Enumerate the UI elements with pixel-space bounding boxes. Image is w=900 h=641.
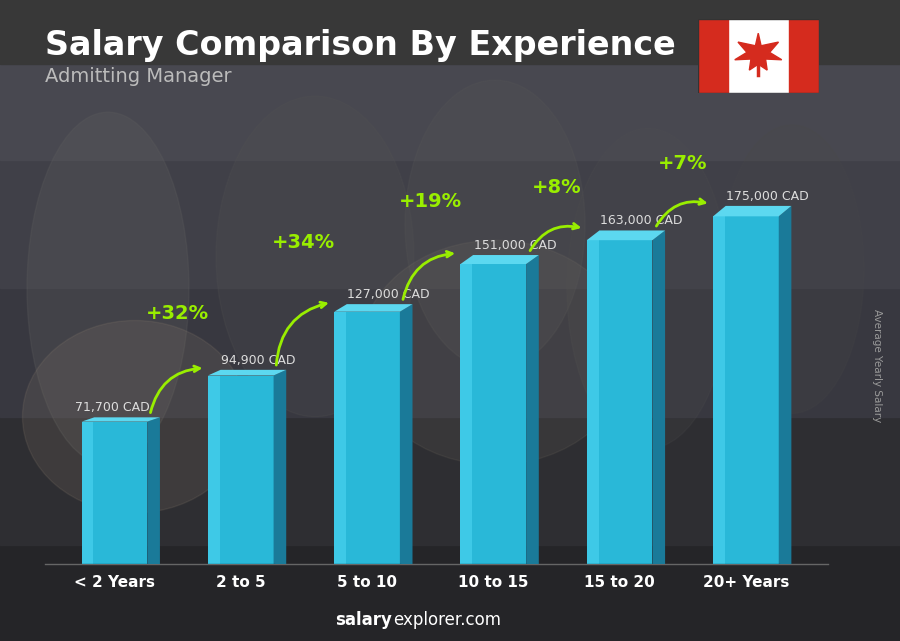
Ellipse shape (27, 112, 189, 465)
Polygon shape (587, 231, 665, 240)
Polygon shape (208, 370, 286, 376)
Bar (713, 216, 725, 564)
Polygon shape (400, 304, 412, 564)
Text: 127,000 CAD: 127,000 CAD (347, 288, 430, 301)
Polygon shape (461, 255, 539, 264)
Polygon shape (652, 231, 665, 564)
Polygon shape (713, 206, 791, 216)
Polygon shape (148, 417, 160, 564)
Polygon shape (778, 206, 791, 564)
Ellipse shape (720, 125, 864, 413)
Text: 71,700 CAD: 71,700 CAD (75, 401, 149, 414)
Bar (788, 19, 819, 93)
Polygon shape (334, 304, 412, 312)
Bar (0, 32, 900, 160)
Text: 175,000 CAD: 175,000 CAD (726, 190, 809, 203)
Text: Salary Comparison By Experience: Salary Comparison By Experience (45, 29, 676, 62)
Bar (0, 417, 900, 545)
Text: 94,900 CAD: 94,900 CAD (221, 354, 295, 367)
Polygon shape (526, 255, 539, 564)
Bar (334, 312, 400, 564)
Polygon shape (734, 33, 782, 70)
Text: salary: salary (335, 612, 392, 629)
Text: Admitting Manager: Admitting Manager (45, 67, 231, 87)
Bar (208, 376, 274, 564)
Bar (82, 422, 148, 564)
Text: +19%: +19% (399, 192, 462, 211)
Polygon shape (274, 370, 286, 564)
Bar (0, 288, 900, 417)
Text: 151,000 CAD: 151,000 CAD (473, 239, 556, 252)
Ellipse shape (360, 240, 630, 465)
Text: +8%: +8% (532, 178, 581, 197)
Bar (587, 240, 599, 564)
Bar (713, 216, 778, 564)
Text: +32%: +32% (146, 304, 209, 323)
Bar (461, 264, 526, 564)
Ellipse shape (405, 80, 585, 369)
Polygon shape (82, 417, 160, 422)
Text: explorer.com: explorer.com (393, 612, 501, 629)
Text: +7%: +7% (658, 154, 707, 173)
Bar (461, 264, 472, 564)
Bar (334, 312, 346, 564)
Bar (698, 19, 728, 93)
Text: Average Yearly Salary: Average Yearly Salary (872, 309, 883, 422)
Text: +34%: +34% (273, 233, 336, 253)
Bar (0, 160, 900, 288)
Text: 163,000 CAD: 163,000 CAD (600, 214, 682, 228)
Ellipse shape (22, 320, 248, 513)
Bar (82, 422, 94, 564)
Bar (208, 376, 220, 564)
Bar (0, 513, 900, 641)
Ellipse shape (216, 96, 414, 417)
Ellipse shape (567, 128, 729, 449)
Bar (0, 0, 900, 64)
Bar (587, 240, 652, 564)
